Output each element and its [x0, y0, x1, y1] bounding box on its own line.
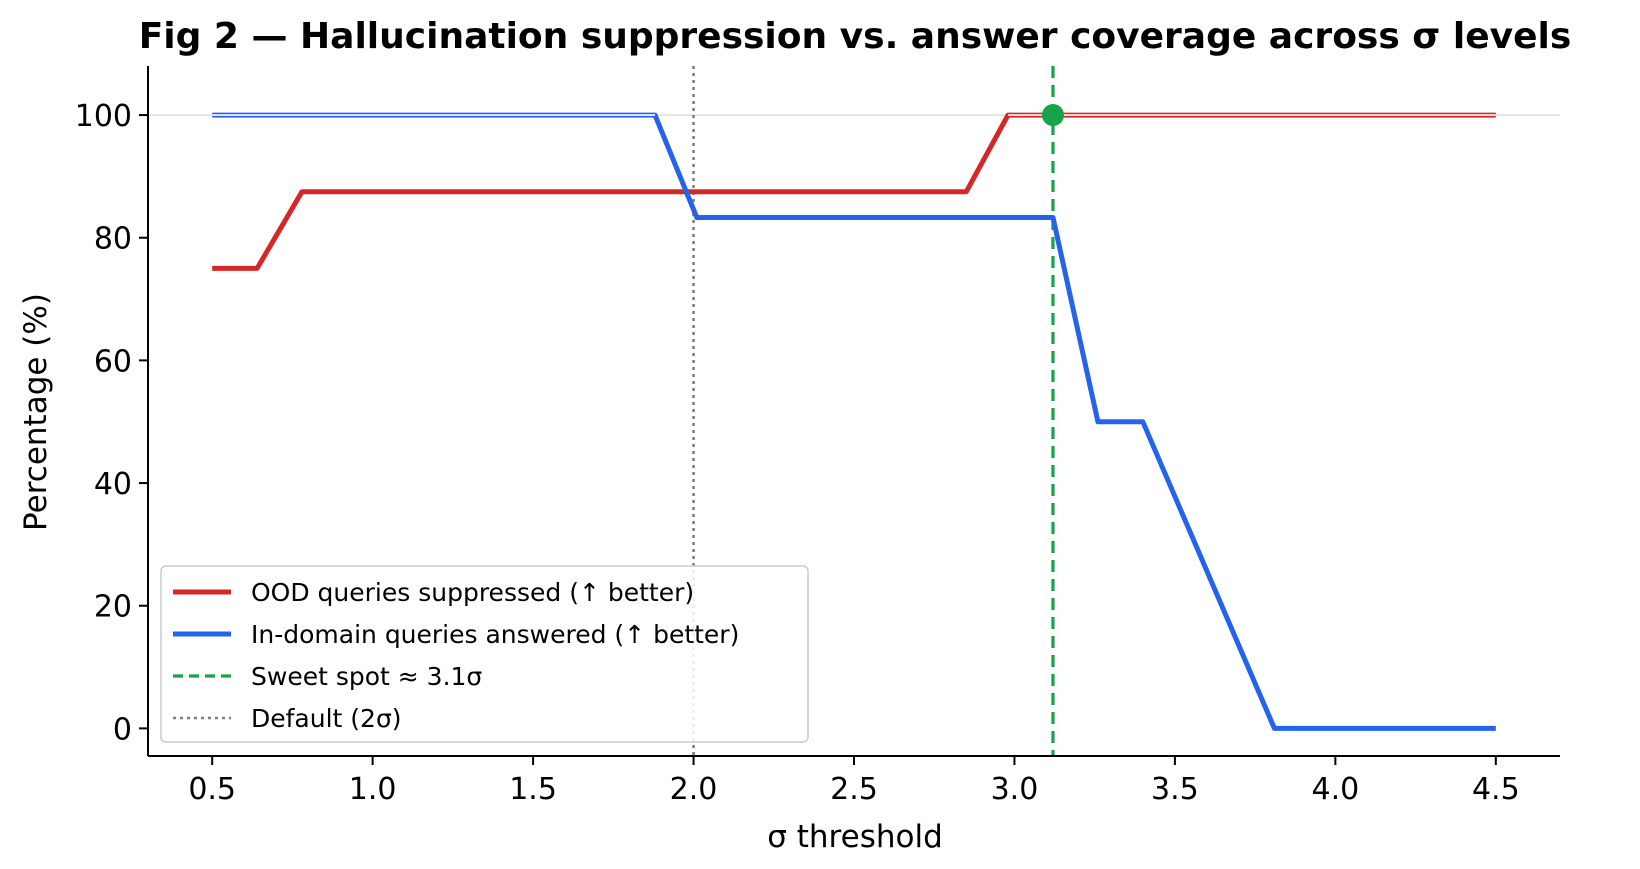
y-tick-label: 80 [94, 222, 132, 257]
legend-entry-3: Sweet spot ≈ 3.1σ [251, 662, 482, 691]
axes-layer: 0.5 1.0 1.5 2.0 2.5 3.0 3.5 4.0 4.5 0 20 40 60 80 100 [75, 66, 1560, 807]
x-tick-label: 4.5 [1472, 772, 1520, 807]
legend-box [160, 565, 809, 743]
x-tick-label: 3.0 [991, 772, 1039, 807]
y-tick-label: 100 [75, 99, 132, 134]
x-axis-label: σ threshold [767, 819, 943, 855]
chart-title: Fig 2 — Hallucination suppression vs. an… [139, 16, 1572, 57]
x-tick-label: 2.5 [830, 772, 878, 807]
series-line-1 [212, 112, 1496, 271]
y-tick-label: 60 [94, 344, 132, 379]
y-tick-label: 40 [94, 467, 132, 502]
x-tick-label: 0.5 [188, 772, 236, 807]
x-tick-label: 1.5 [509, 772, 557, 807]
series-1 [212, 112, 1496, 271]
x-tick-label: 1.0 [349, 772, 397, 807]
x-tick-label: 3.5 [1151, 772, 1199, 807]
sweet-spot-marker [1041, 104, 1064, 127]
y-axis-label: Percentage (%) [18, 293, 54, 531]
series-2 [212, 112, 1496, 731]
x-tick-label: 2.0 [670, 772, 718, 807]
series-line-2 [212, 112, 1496, 731]
y-tick-label: 0 [113, 712, 132, 747]
x-tick-label: 4.0 [1312, 772, 1360, 807]
plot-layer [148, 66, 1560, 756]
legend-entry-2: In-domain queries answered (↑ better) [251, 620, 739, 649]
legend-entry-1: OOD queries suppressed (↑ better) [251, 578, 694, 607]
legend-entry-4: Default (2σ) [251, 704, 402, 733]
legend: OOD queries suppressed (↑ better) In-doma… [160, 565, 809, 743]
y-tick-label: 20 [94, 590, 132, 625]
